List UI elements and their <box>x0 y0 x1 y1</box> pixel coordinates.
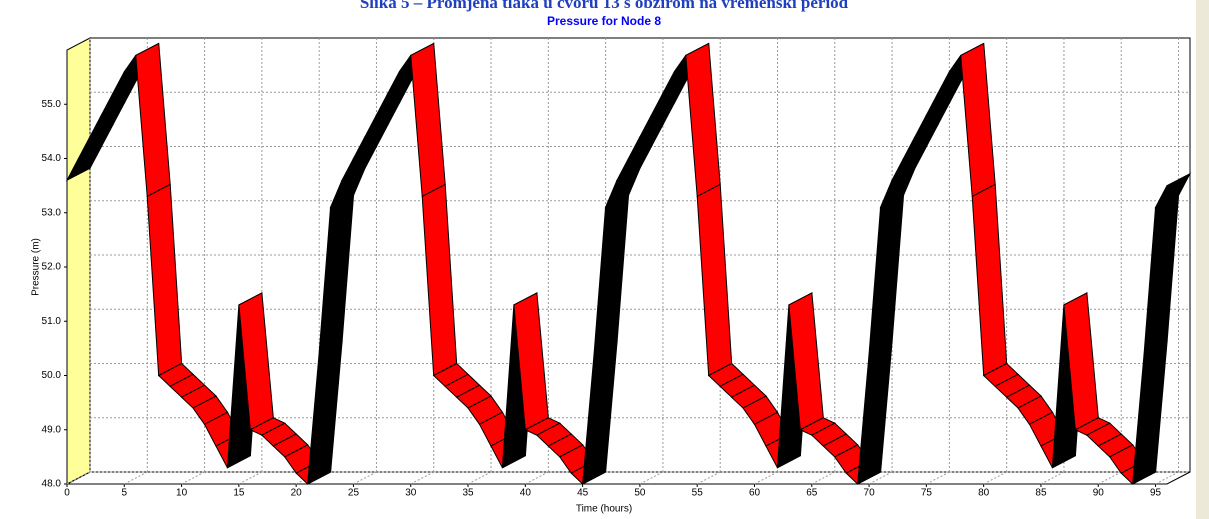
grid-line <box>467 471 492 485</box>
grid-line <box>410 471 434 485</box>
grid-line <box>639 471 664 485</box>
grid-line <box>811 471 836 485</box>
floor <box>66 471 1191 485</box>
grid-line <box>66 471 91 485</box>
chart-title: Pressure for Node 8 <box>547 14 661 28</box>
x-axis-label: Time (hours) <box>576 504 632 515</box>
x-tick-label: 90 <box>1093 488 1105 499</box>
left-wall <box>66 37 91 485</box>
grid-line <box>238 471 263 485</box>
grid-line <box>926 471 950 485</box>
y-tick-label: 55.0 <box>42 99 62 110</box>
x-tick-label: 40 <box>520 488 532 499</box>
x-tick-label: 80 <box>978 488 990 499</box>
x-tick-label: 60 <box>749 488 761 499</box>
x-tick-label: 5 <box>122 488 128 499</box>
x-tick-label: 25 <box>348 488 360 499</box>
grid-line <box>181 471 205 485</box>
y-tick-label: 48.0 <box>42 479 62 490</box>
grid-line <box>124 471 148 485</box>
y-tick-label: 52.0 <box>42 262 62 273</box>
x-tick-label: 95 <box>1150 488 1162 499</box>
x-tick-label: 70 <box>864 488 876 499</box>
y-tick-label: 54.0 <box>42 153 62 164</box>
x-tick-label: 55 <box>692 488 704 499</box>
x-tick-label: 45 <box>577 488 589 499</box>
x-tick-label: 10 <box>176 488 188 499</box>
grid-line <box>1040 471 1065 485</box>
x-tick-label: 30 <box>405 488 417 499</box>
grid-line <box>696 471 721 485</box>
grid-line <box>353 471 377 485</box>
x-tick-label: 0 <box>64 488 70 499</box>
x-tick-label: 35 <box>462 488 474 499</box>
x-tick-label: 15 <box>233 488 245 499</box>
x-tick-label: 65 <box>806 488 818 499</box>
x-tick-label: 75 <box>921 488 933 499</box>
x-tick-label: 85 <box>1035 488 1047 499</box>
grid-line <box>868 471 893 485</box>
y-tick-label: 50.0 <box>42 370 62 381</box>
y-axis-label: Pressure (m) <box>31 238 42 296</box>
x-tick-label: 50 <box>634 488 646 499</box>
grid-line <box>1155 471 1179 485</box>
y-tick-label: 51.0 <box>42 316 62 327</box>
grid-line <box>1098 471 1122 485</box>
ribbon-segment <box>1154 172 1192 209</box>
y-tick-label: 53.0 <box>42 207 62 218</box>
caption: Slika 5 – Promjena tlaka u čvoru 13 s ob… <box>360 0 849 12</box>
grid-line <box>754 471 778 485</box>
grid-line <box>525 471 549 485</box>
grid-line <box>983 471 1007 485</box>
y-tick-label: 49.0 <box>42 424 62 435</box>
window-edge <box>1196 0 1209 519</box>
x-tick-label: 20 <box>291 488 303 499</box>
